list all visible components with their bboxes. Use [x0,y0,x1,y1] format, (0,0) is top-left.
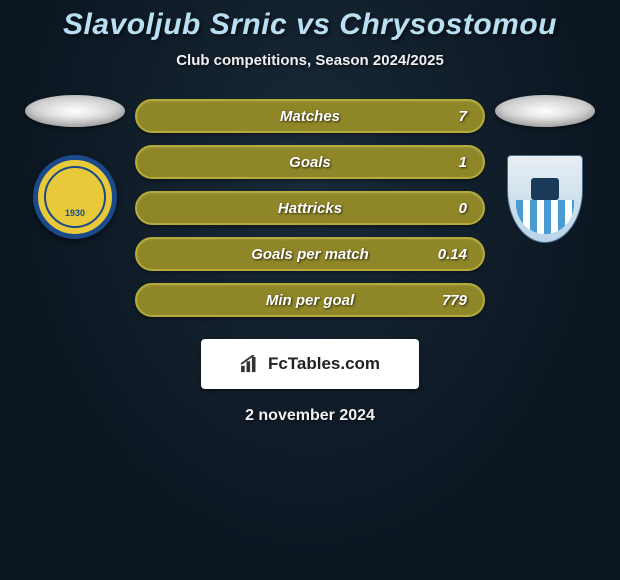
badge-stripes [516,200,574,234]
stat-label: Matches [280,108,340,125]
attribution-badge: FcTables.com [201,339,419,389]
footer-date: 2 november 2024 [245,407,375,425]
right-flag-icon [495,95,595,127]
bar-chart-icon [240,355,262,373]
left-flag-icon [25,95,125,127]
stat-value: 7 [459,108,467,125]
stat-value: 0 [459,200,467,217]
stat-row-matches: Matches 7 [135,99,485,133]
subtitle: Club competitions, Season 2024/2025 [176,52,444,69]
stat-value: 1 [459,154,467,171]
stat-label: Goals [289,154,331,171]
left-player-column: 1930 [15,95,135,239]
left-club-badge-icon: 1930 [33,155,117,239]
stats-column: Matches 7 Goals 1 Hattricks 0 Goals per … [135,95,485,317]
infographic-container: Slavoljub Srnic vs Chrysostomou Club com… [0,0,620,580]
attribution-text: FcTables.com [268,354,380,374]
stat-label: Hattricks [278,200,342,217]
stat-label: Min per goal [266,292,354,309]
stat-value: 0.14 [438,246,467,263]
page-title: Slavoljub Srnic vs Chrysostomou [63,8,557,42]
stat-label: Goals per match [251,246,369,263]
stat-row-goals: Goals 1 [135,145,485,179]
comparison-row: 1930 Matches 7 Goals 1 Hattricks 0 Goals… [0,95,620,317]
stat-row-hattricks: Hattricks 0 [135,191,485,225]
badge-year-label: 1930 [65,208,85,218]
right-club-badge-icon [507,155,583,243]
stat-value: 779 [442,292,467,309]
stat-row-min-per-goal: Min per goal 779 [135,283,485,317]
stat-row-goals-per-match: Goals per match 0.14 [135,237,485,271]
right-player-column [485,95,605,243]
